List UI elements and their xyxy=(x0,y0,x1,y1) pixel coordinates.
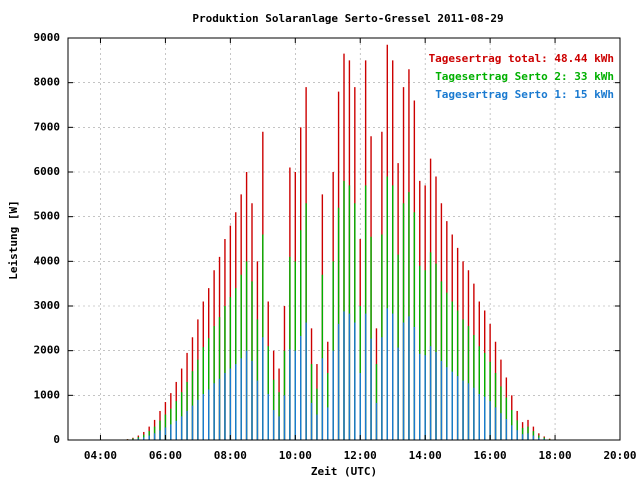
axes xyxy=(67,37,621,441)
y-tick-label: 0 xyxy=(53,433,60,446)
y-tick-label: 7000 xyxy=(34,120,61,133)
plot xyxy=(126,44,551,440)
x-tick-label: 10:00 xyxy=(279,449,312,462)
y-tick-label: 3000 xyxy=(34,299,61,312)
chart-title: Produktion Solaranlage Serto-Gressel 201… xyxy=(192,12,503,25)
x-tick-label: 14:00 xyxy=(409,449,442,462)
legend-entry: Tagesertrag Serto 2: 33 kWh xyxy=(435,70,614,83)
legend-entry: Tagesertrag total: 48.44 kWh xyxy=(429,52,614,65)
x-tick-label: 08:00 xyxy=(214,449,247,462)
x-tick-label: 06:00 xyxy=(149,449,182,462)
y-tick-label: 9000 xyxy=(34,31,61,44)
y-tick-label: 2000 xyxy=(34,344,61,357)
y-tick-label: 1000 xyxy=(34,388,61,401)
y-axis-label: Leistung [W] xyxy=(7,200,20,279)
x-tick-label: 16:00 xyxy=(474,449,507,462)
x-axis-label: Zeit (UTC) xyxy=(311,465,377,478)
y-tick-label: 8000 xyxy=(34,76,61,89)
x-tick-label: 18:00 xyxy=(538,449,571,462)
y-tick-label: 6000 xyxy=(34,165,61,178)
plot-border xyxy=(67,37,621,441)
legend-entry: Tagesertrag Serto 1: 15 kWh xyxy=(435,88,614,101)
x-tick-label: 20:00 xyxy=(603,449,636,462)
y-tick-label: 5000 xyxy=(34,210,61,223)
x-tick-label: 12:00 xyxy=(344,449,377,462)
x-tick-label: 04:00 xyxy=(84,449,117,462)
y-tick-label: 4000 xyxy=(34,254,61,267)
